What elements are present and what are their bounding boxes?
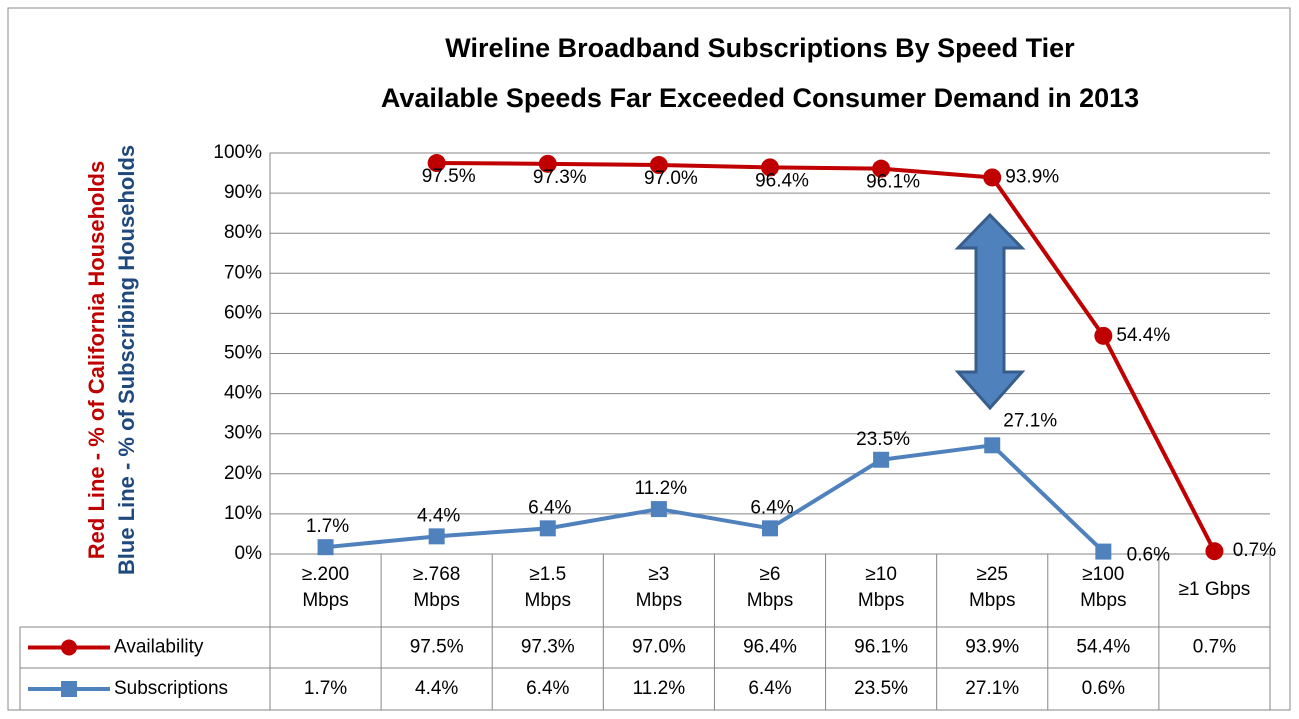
table-value: 97.0% [632, 637, 686, 658]
y-tick-label: 50% [224, 343, 262, 364]
chart-border [7, 7, 1291, 711]
legend-marker [61, 681, 77, 697]
table-value: 1.7% [304, 678, 347, 699]
x-tick-label: Mbps [858, 590, 904, 611]
data-label: 97.0% [644, 168, 698, 189]
point [762, 520, 778, 537]
chart-title: Wireline Broadband Subscriptions By Spee… [445, 33, 1075, 63]
point [539, 520, 556, 537]
table-value: 6.4% [748, 678, 791, 699]
point [650, 501, 667, 518]
y-tick-label: 20% [224, 463, 262, 484]
point [1094, 326, 1113, 345]
x-tick-label: ≥.768 [413, 564, 460, 585]
data-label: 96.4% [755, 170, 809, 191]
x-tick-label: ≥100 [1082, 564, 1124, 585]
chart-subtitle: Available Speeds Far Exceeded Consumer D… [381, 83, 1139, 113]
point [427, 154, 446, 173]
table-value: 96.4% [743, 637, 797, 658]
x-tick-label: Mbps [302, 590, 348, 611]
x-tick-label: Mbps [525, 590, 571, 611]
x-tick-label: Mbps [1080, 590, 1126, 611]
y-tick-label: 60% [224, 302, 262, 323]
point [873, 451, 890, 468]
data-label: 97.5% [422, 166, 476, 187]
data-label: 54.4% [1116, 325, 1170, 346]
data-label: 93.9% [1005, 166, 1059, 187]
y-tick-label: 0% [235, 543, 263, 564]
data-label: 27.1% [1003, 410, 1057, 431]
x-tick-label: ≥25 [976, 564, 1008, 585]
table-value: 97.5% [410, 637, 464, 658]
legend-marker [61, 639, 77, 656]
data-label: 0.6% [1127, 545, 1170, 566]
x-tick-label: ≥3 [648, 564, 669, 585]
point [538, 154, 557, 173]
table-value: 54.4% [1076, 637, 1130, 658]
x-tick-label: Mbps [969, 590, 1015, 611]
legend-label: Availability [114, 637, 204, 658]
table-value: 23.5% [854, 678, 908, 699]
data-label: 23.5% [856, 429, 910, 450]
y-tick-label: 90% [224, 182, 262, 203]
x-tick-label: ≥6 [760, 564, 781, 585]
point [649, 156, 668, 175]
series-line [325, 443, 1105, 554]
table-value: 6.4% [526, 678, 569, 699]
table-value: 93.9% [965, 637, 1019, 658]
data-label: 97.3% [533, 167, 587, 188]
table-value: 11.2% [633, 678, 686, 699]
table-value: 4.4% [415, 678, 458, 699]
y-tick-label: 100% [213, 142, 262, 163]
table-value: 0.6% [1082, 678, 1125, 699]
data-label: 4.4% [417, 505, 460, 526]
x-tick-label: Mbps [747, 590, 793, 611]
point [1095, 543, 1112, 560]
table-value: 97.3% [521, 637, 575, 658]
y-axis-title: Blue Line - % of Subscribing Households [114, 145, 139, 575]
table-value: 96.1% [854, 637, 908, 658]
y-axis-title: Red Line - % of California Households [84, 161, 109, 559]
data-label: 11.2% [635, 478, 688, 499]
data-label: 96.1% [866, 172, 920, 193]
x-tick-label: ≥10 [865, 564, 897, 585]
point [317, 539, 334, 556]
point [872, 159, 891, 178]
x-tick-label: Mbps [413, 590, 459, 611]
data-label: 6.4% [750, 497, 793, 518]
gap-arrow [954, 212, 1026, 411]
table-value: 0.7% [1193, 637, 1236, 658]
x-tick-label: ≥1 Gbps [1179, 579, 1251, 600]
point [1205, 542, 1224, 561]
y-tick-label: 80% [224, 222, 262, 243]
point [983, 168, 1002, 187]
data-label: 0.7% [1233, 540, 1276, 561]
data-label: 1.7% [306, 516, 349, 537]
table-value: 27.1% [965, 678, 1019, 699]
x-tick-label: Mbps [636, 590, 682, 611]
y-tick-label: 70% [224, 262, 262, 283]
y-tick-label: 30% [224, 423, 262, 444]
point [761, 158, 779, 177]
point [984, 437, 1001, 454]
data-label: 6.4% [528, 497, 571, 518]
x-tick-label: ≥.200 [302, 564, 349, 585]
point [428, 528, 445, 545]
legend-label: Subscriptions [114, 678, 228, 699]
series-line [436, 161, 1217, 553]
x-tick-label: ≥1.5 [529, 564, 566, 585]
y-tick-label: 40% [224, 383, 262, 404]
y-tick-label: 10% [224, 503, 262, 524]
